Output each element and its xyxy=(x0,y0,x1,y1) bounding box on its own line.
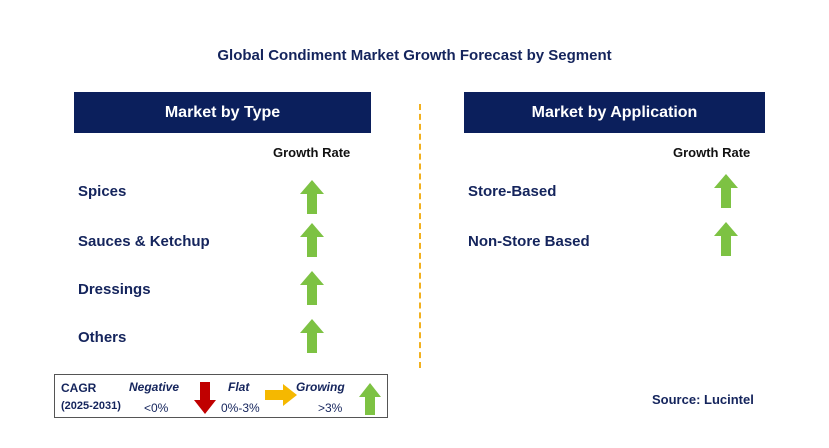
green-up-arrow-icon xyxy=(359,383,381,415)
legend-negative-label: Negative xyxy=(129,380,180,394)
type-row-others: Others xyxy=(78,329,127,346)
type-row-dressings: Dressings xyxy=(78,281,151,298)
green-up-arrow-icon xyxy=(300,319,324,353)
type-row-spices: Spices xyxy=(78,183,127,200)
market-by-type-header: Market by Type xyxy=(74,92,371,133)
market-by-application-header: Market by Application xyxy=(464,92,765,133)
cagr-legend: CAGR (2025-2031) Negative <0% Flat 0%-3%… xyxy=(54,374,388,418)
red-down-arrow-icon xyxy=(194,382,216,414)
legend-period-label: (2025-2031) xyxy=(61,400,121,412)
application-growth-rate-label: Growth Rate xyxy=(673,145,751,160)
legend-cagr-label: CAGR xyxy=(61,381,97,395)
type-row-sauces-ketchup: Sauces & Ketchup xyxy=(78,233,210,250)
green-up-arrow-icon xyxy=(714,174,738,208)
chart-title: Global Condiment Market Growth Forecast … xyxy=(217,47,612,64)
type-growth-rate-label: Growth Rate xyxy=(273,145,351,160)
legend-growing-value: >3% xyxy=(318,401,343,415)
green-up-arrow-icon xyxy=(714,222,738,256)
source-label: Source: Lucintel xyxy=(652,392,754,407)
legend-flat-value: 0%-3% xyxy=(221,401,260,415)
orange-right-arrow-icon xyxy=(265,384,297,406)
legend-negative-value: <0% xyxy=(144,401,169,415)
application-row-non-store-based: Non-Store Based xyxy=(468,233,590,250)
green-up-arrow-icon xyxy=(300,271,324,305)
green-up-arrow-icon xyxy=(300,223,324,257)
legend-flat-label: Flat xyxy=(228,380,250,394)
green-up-arrow-icon xyxy=(300,180,324,214)
application-row-store-based: Store-Based xyxy=(468,183,557,200)
legend-growing-label: Growing xyxy=(296,380,345,394)
panel-divider xyxy=(419,104,421,368)
